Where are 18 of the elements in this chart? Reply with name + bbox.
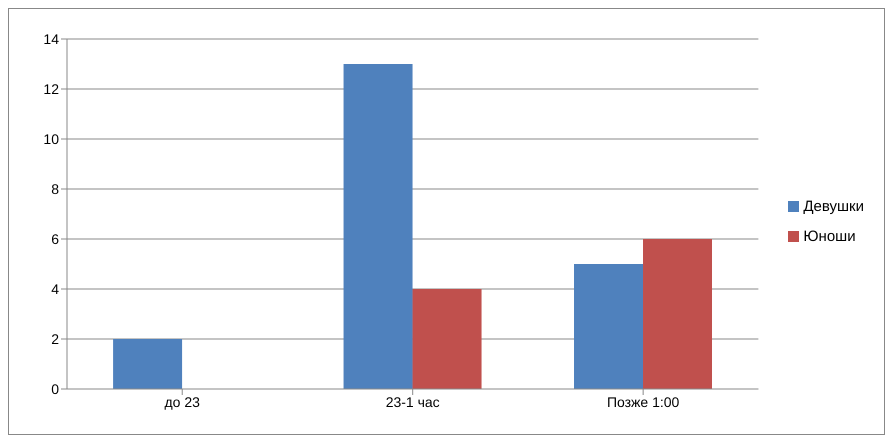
y-tick-label: 2 <box>51 330 60 347</box>
bar <box>344 64 413 389</box>
bar <box>113 339 182 389</box>
y-tick-label: 4 <box>51 280 60 297</box>
legend-label: Девушки <box>803 198 864 214</box>
x-tick-label: до 23 <box>164 394 200 410</box>
y-tick-label: 0 <box>51 380 60 397</box>
bar <box>574 264 644 389</box>
x-tick-label: 23-1 час <box>386 394 440 410</box>
bar <box>643 239 712 389</box>
x-tick-label: Позже 1:00 <box>606 394 680 410</box>
y-tick-label: 6 <box>51 230 60 247</box>
y-tick-label: 12 <box>43 80 60 97</box>
y-tick-label: 14 <box>43 30 60 47</box>
y-tick-label: 10 <box>43 130 60 147</box>
y-tick-label: 8 <box>51 180 60 197</box>
legend-label: Юноши <box>803 228 856 244</box>
bar <box>412 289 482 389</box>
